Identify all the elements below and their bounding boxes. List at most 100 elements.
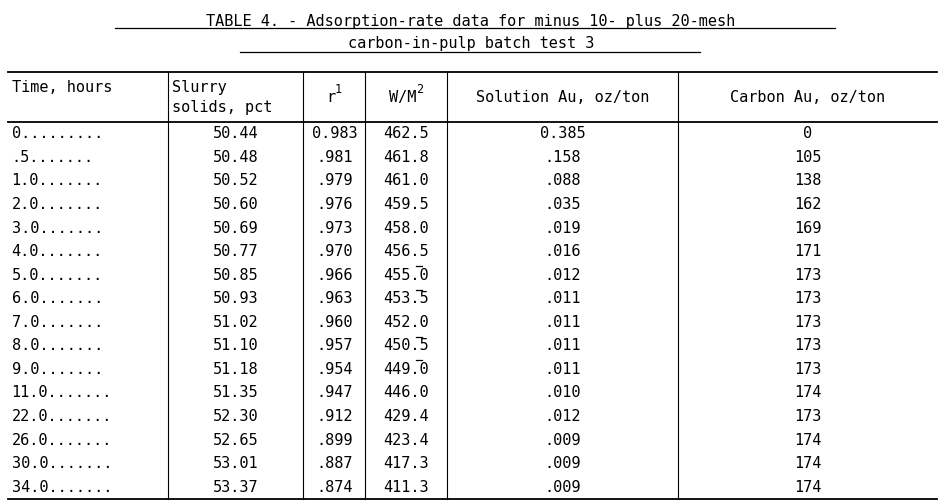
Text: 4.0.......: 4.0....... xyxy=(11,244,103,259)
Text: .960: .960 xyxy=(317,315,352,330)
Text: 453.5: 453.5 xyxy=(383,291,430,306)
Text: 34.0.......: 34.0....... xyxy=(11,480,112,495)
Text: 50.60: 50.60 xyxy=(213,197,258,212)
Text: 459.5: 459.5 xyxy=(383,197,430,212)
Text: 417.3: 417.3 xyxy=(383,456,430,471)
Text: 50.93: 50.93 xyxy=(213,291,258,306)
Text: 51.18: 51.18 xyxy=(213,362,258,377)
Text: 1: 1 xyxy=(334,82,342,96)
Text: .011: .011 xyxy=(544,315,581,330)
Text: .963: .963 xyxy=(317,291,352,306)
Text: 2.0.......: 2.0....... xyxy=(11,197,103,212)
Text: 50.52: 50.52 xyxy=(213,174,258,189)
Text: 52.65: 52.65 xyxy=(213,433,258,448)
Text: 411.3: 411.3 xyxy=(383,480,430,495)
Text: 0.983: 0.983 xyxy=(312,126,357,141)
Text: .011: .011 xyxy=(544,362,581,377)
Text: 8.0.......: 8.0....... xyxy=(11,339,103,353)
Text: 51.02: 51.02 xyxy=(213,315,258,330)
Text: 9.0.......: 9.0....... xyxy=(11,362,103,377)
Text: 51.10: 51.10 xyxy=(213,339,258,353)
Text: TABLE 4. - Adsorption-rate data for minus 10- plus 20-mesh: TABLE 4. - Adsorption-rate data for minu… xyxy=(206,14,736,29)
Text: 173: 173 xyxy=(794,339,821,353)
Text: .011: .011 xyxy=(544,339,581,353)
Text: 50.48: 50.48 xyxy=(213,150,258,165)
Text: .874: .874 xyxy=(317,480,352,495)
Text: Solution Au, oz/ton: Solution Au, oz/ton xyxy=(476,90,650,105)
Text: 50.85: 50.85 xyxy=(213,268,258,283)
Text: 174: 174 xyxy=(794,456,821,471)
Text: W/M: W/M xyxy=(389,90,416,105)
Text: 173: 173 xyxy=(794,291,821,306)
Text: 3.0.......: 3.0....... xyxy=(11,220,103,235)
Text: Slurry: Slurry xyxy=(171,79,226,95)
Text: carbon-in-pulp batch test 3: carbon-in-pulp batch test 3 xyxy=(348,36,594,51)
Text: 105: 105 xyxy=(794,150,821,165)
Text: 173: 173 xyxy=(794,362,821,377)
Text: .019: .019 xyxy=(544,220,581,235)
Text: .970: .970 xyxy=(317,244,352,259)
Text: 6.0.......: 6.0....... xyxy=(11,291,103,306)
Text: .976: .976 xyxy=(317,197,352,212)
Text: .5.......: .5....... xyxy=(11,150,93,165)
Text: .981: .981 xyxy=(317,150,352,165)
Text: 22.0.......: 22.0....... xyxy=(11,409,112,424)
Text: solids, pct: solids, pct xyxy=(171,100,272,115)
Text: 0.385: 0.385 xyxy=(540,126,586,141)
Text: .973: .973 xyxy=(317,220,352,235)
Text: 30.0.......: 30.0....... xyxy=(11,456,112,471)
Text: 138: 138 xyxy=(794,174,821,189)
Text: 429.4: 429.4 xyxy=(383,409,430,424)
Text: 446.0: 446.0 xyxy=(383,385,430,400)
Text: .158: .158 xyxy=(544,150,581,165)
Text: 461.0: 461.0 xyxy=(383,174,430,189)
Text: .088: .088 xyxy=(544,174,581,189)
Text: .887: .887 xyxy=(317,456,352,471)
Text: 169: 169 xyxy=(794,220,821,235)
Text: 52.30: 52.30 xyxy=(213,409,258,424)
Text: 455.0: 455.0 xyxy=(383,268,430,283)
Text: Time, hours: Time, hours xyxy=(11,79,112,95)
Text: .009: .009 xyxy=(544,433,581,448)
Text: 50.69: 50.69 xyxy=(213,220,258,235)
Text: 5.0.......: 5.0....... xyxy=(11,268,103,283)
Text: 11.0.......: 11.0....... xyxy=(11,385,112,400)
Text: 174: 174 xyxy=(794,385,821,400)
Text: 174: 174 xyxy=(794,480,821,495)
Text: 26.0.......: 26.0....... xyxy=(11,433,112,448)
Text: .957: .957 xyxy=(317,339,352,353)
Text: 53.37: 53.37 xyxy=(213,480,258,495)
Text: .009: .009 xyxy=(544,456,581,471)
Text: .947: .947 xyxy=(317,385,352,400)
Text: .012: .012 xyxy=(544,268,581,283)
Text: 171: 171 xyxy=(794,244,821,259)
Text: .912: .912 xyxy=(317,409,352,424)
Text: 173: 173 xyxy=(794,409,821,424)
Text: 174: 174 xyxy=(794,433,821,448)
Text: .035: .035 xyxy=(544,197,581,212)
Text: .016: .016 xyxy=(544,244,581,259)
Text: 423.4: 423.4 xyxy=(383,433,430,448)
Text: .012: .012 xyxy=(544,409,581,424)
Text: .979: .979 xyxy=(317,174,352,189)
Text: 449.0: 449.0 xyxy=(383,362,430,377)
Text: 173: 173 xyxy=(794,315,821,330)
Text: .011: .011 xyxy=(544,291,581,306)
Text: 458.0: 458.0 xyxy=(383,220,430,235)
Text: Carbon Au, oz/ton: Carbon Au, oz/ton xyxy=(730,90,885,105)
Text: 452.0: 452.0 xyxy=(383,315,430,330)
Text: 1.0.......: 1.0....... xyxy=(11,174,103,189)
Text: 462.5: 462.5 xyxy=(383,126,430,141)
Text: .966: .966 xyxy=(317,268,352,283)
Text: 7.0.......: 7.0....... xyxy=(11,315,103,330)
Text: 162: 162 xyxy=(794,197,821,212)
Text: .899: .899 xyxy=(317,433,352,448)
Text: 461.8: 461.8 xyxy=(383,150,430,165)
Text: .954: .954 xyxy=(317,362,352,377)
Text: 53.01: 53.01 xyxy=(213,456,258,471)
Text: 50.77: 50.77 xyxy=(213,244,258,259)
Text: .010: .010 xyxy=(544,385,581,400)
Text: .009: .009 xyxy=(544,480,581,495)
Text: 2: 2 xyxy=(416,82,423,96)
Text: 51.35: 51.35 xyxy=(213,385,258,400)
